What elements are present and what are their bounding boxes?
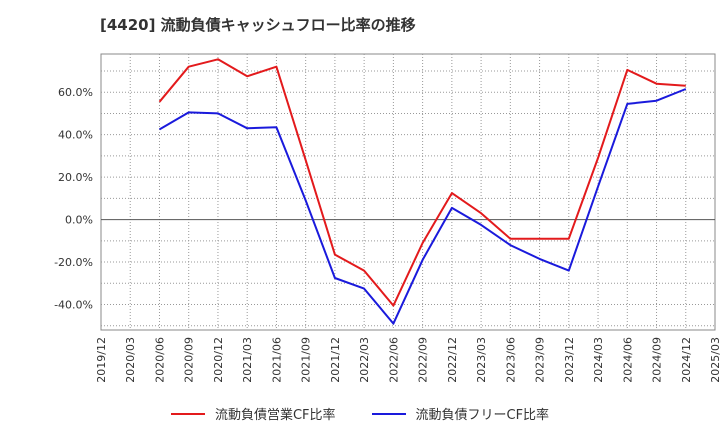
y-tick-label: 20.0% (58, 171, 93, 184)
x-tick-label: 2024/06 (621, 337, 634, 383)
plot-area (100, 53, 716, 331)
x-tick-label: 2024/12 (680, 337, 693, 383)
x-tick-label: 2021/06 (270, 337, 283, 383)
x-tick-label: 2020/06 (153, 337, 166, 383)
x-tick-label: 2024/09 (651, 337, 664, 383)
series-line-1 (158, 88, 687, 325)
legend-item-free-cf: 流動負債フリーCF比率 (371, 404, 550, 423)
x-tick-label: 2020/12 (212, 337, 225, 383)
series-line-0 (158, 58, 686, 307)
y-tick-label: 0.0% (65, 214, 93, 227)
legend-swatch-free-cf (371, 412, 406, 415)
x-tick-label: 2020/09 (183, 337, 196, 383)
x-tick-label: 2020/03 (124, 337, 137, 383)
legend-swatch-operating-cf (170, 412, 205, 415)
x-tick-label: 2023/03 (475, 337, 488, 383)
x-tick-label: 2022/06 (387, 337, 400, 383)
legend: 流動負債営業CF比率 流動負債フリーCF比率 (0, 404, 720, 423)
x-tick-label: 2019/12 (95, 337, 108, 383)
legend-label-operating-cf: 流動負債営業CF比率 (214, 408, 336, 423)
y-tick-label: -40.0% (54, 299, 93, 312)
x-tick-label: 2023/12 (563, 337, 576, 383)
x-tick-label: 2022/09 (417, 337, 430, 383)
legend-item-operating-cf: 流動負債営業CF比率 (170, 404, 336, 423)
y-tick-label: 60.0% (58, 86, 93, 99)
x-tick-label: 2023/09 (534, 337, 547, 383)
chart-title: [4420] 流動負債キャッシュフロー比率の推移 (100, 16, 416, 34)
x-tick-label: 2023/06 (504, 337, 517, 383)
x-tick-label: 2021/09 (300, 337, 313, 383)
x-tick-label: 2021/12 (329, 337, 342, 383)
y-tick-label: -20.0% (54, 256, 93, 269)
y-tick-label: 40.0% (58, 129, 93, 142)
x-tick-label: 2024/03 (592, 337, 605, 383)
x-tick-label: 2022/03 (358, 337, 371, 383)
x-tick-label: 2021/03 (241, 337, 254, 383)
x-tick-label: 2022/12 (446, 337, 459, 383)
x-tick-label: 2025/03 (709, 337, 720, 383)
legend-label-free-cf: 流動負債フリーCF比率 (415, 408, 550, 423)
